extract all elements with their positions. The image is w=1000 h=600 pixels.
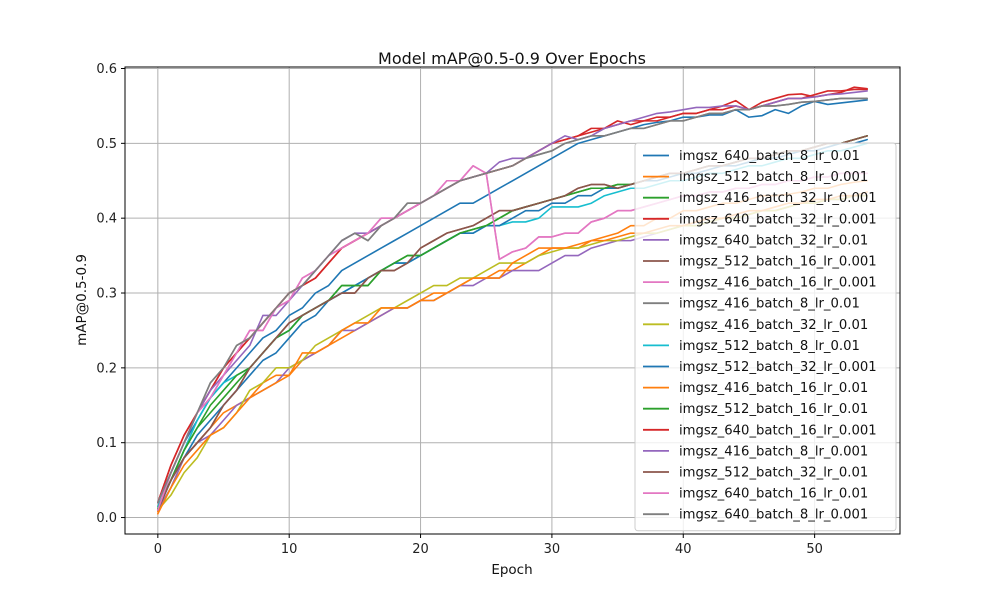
- legend-label: imgsz_512_batch_32_lr_0.001: [679, 360, 877, 375]
- y-tick-label: 0.5: [96, 137, 117, 152]
- series-line-imgsz_640_batch_8_lr_0.01: [157, 99, 868, 511]
- legend: imgsz_640_batch_8_lr_0.01 imgsz_512_batch…: [634, 142, 897, 532]
- legend-label: imgsz_512_batch_16_lr_0.001: [679, 255, 877, 270]
- x-axis-ticks: 0 10 20 30 40 50: [154, 534, 823, 557]
- legend-label: imgsz_416_batch_8_lr_0.01: [679, 297, 860, 312]
- legend-label: imgsz_512_batch_8_lr_0.01: [679, 339, 860, 354]
- legend-label: imgsz_640_batch_16_lr_0.001: [679, 423, 877, 438]
- x-tick-label: 30: [544, 542, 561, 557]
- x-tick-label: 0: [154, 542, 162, 557]
- y-tick-label: 0.1: [96, 436, 117, 451]
- legend-label: imgsz_640_batch_32_lr_0.01: [679, 233, 868, 248]
- legend-label: imgsz_416_batch_32_lr_0.001: [679, 191, 877, 206]
- legend-label: imgsz_640_batch_8_lr_0.01: [679, 149, 860, 164]
- legend-label: imgsz_416_batch_16_lr_0.001: [679, 276, 877, 291]
- x-tick-label: 50: [806, 542, 823, 557]
- legend-box: [634, 142, 897, 532]
- chart-title: Model mAP@0.5-0.9 Over Epochs: [378, 49, 646, 68]
- x-tick-label: 10: [281, 542, 298, 557]
- y-tick-label: 0.2: [96, 361, 117, 376]
- y-tick-label: 0.4: [96, 212, 117, 227]
- y-tick-label: 0.3: [96, 287, 117, 302]
- plot-area-frame: [124, 66, 901, 535]
- x-tick-label: 40: [675, 542, 692, 557]
- x-axis-title: Epoch: [491, 562, 532, 578]
- y-axis-title: mAP@0.5-0.9: [74, 254, 90, 346]
- legend-label: imgsz_512_batch_8_lr_0.001: [679, 170, 868, 185]
- y-tick-label: 0.6: [96, 62, 117, 77]
- legend-label: imgsz_416_batch_32_lr_0.01: [679, 318, 868, 333]
- y-axis-ticks: 0.0 0.1 0.2 0.3 0.4 0.5 0.6: [96, 62, 125, 526]
- y-tick-label: 0.0: [96, 511, 117, 526]
- legend-label: imgsz_640_batch_32_lr_0.001: [679, 212, 877, 227]
- legend-label: imgsz_416_batch_8_lr_0.001: [679, 444, 868, 459]
- series-line-imgsz_640_batch_8_lr_0.001: [157, 97, 868, 504]
- legend-label: imgsz_416_batch_16_lr_0.01: [679, 381, 868, 396]
- legend-label: imgsz_640_batch_16_lr_0.01: [679, 487, 868, 502]
- legend-label: imgsz_640_batch_8_lr_0.001: [679, 508, 868, 523]
- x-tick-label: 20: [412, 542, 429, 557]
- legend-label: imgsz_512_batch_16_lr_0.01: [679, 402, 868, 417]
- legend-label: imgsz_512_batch_32_lr_0.01: [679, 466, 868, 481]
